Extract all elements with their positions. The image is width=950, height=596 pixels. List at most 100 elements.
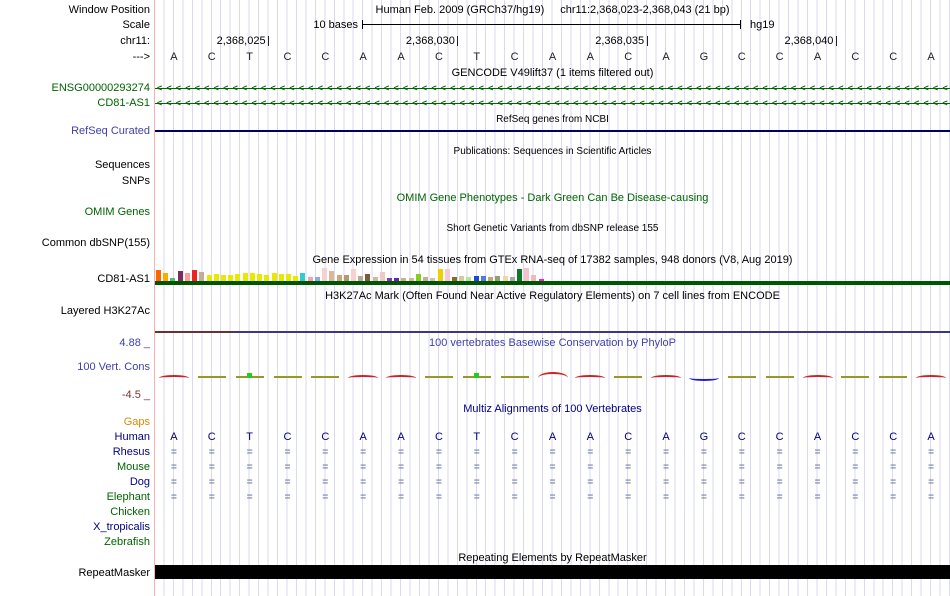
gtex-bar: [444, 269, 450, 281]
track-label-snps[interactable]: SNPs: [121, 175, 150, 187]
align-base-letter: A: [170, 431, 178, 443]
align-equals-mark: =: [701, 492, 707, 503]
align-equals-mark: =: [663, 477, 669, 488]
left-arrow-icon: <: [507, 98, 513, 108]
species-label-rhesus[interactable]: Rhesus: [112, 446, 150, 458]
left-arrow-icon: <: [866, 98, 872, 108]
h3k27ac-signal-region[interactable]: [155, 300, 950, 332]
left-arrow-icon: <: [166, 98, 172, 108]
left-arrow-icon: <: [289, 83, 295, 93]
track-label-gtex-cd81-as1[interactable]: CD81-AS1: [97, 273, 150, 285]
align-base-letter: C: [207, 431, 216, 443]
left-arrow-icon: <: [469, 83, 475, 93]
gtex-bar: [278, 274, 284, 281]
left-arrow-icon: <: [223, 83, 229, 93]
track-label-refseq-curated[interactable]: RefSeq Curated: [71, 125, 150, 137]
left-arrow-icon: <: [488, 98, 494, 108]
left-arrow-icon: <: [781, 98, 787, 108]
left-arrow-icon: <: [497, 98, 503, 108]
left-arrow-icon: <: [507, 83, 513, 93]
align-equals-mark: =: [473, 462, 480, 473]
track-label-100-vert-cons[interactable]: 100 Vert. Cons: [77, 361, 150, 373]
species-label-mouse[interactable]: Mouse: [116, 461, 150, 473]
species-label-dog[interactable]: Dog: [129, 476, 150, 488]
h3k27ac-baseline-navy: [233, 331, 950, 333]
align-base-letter: C: [434, 431, 443, 443]
left-arrow-icon: <: [630, 83, 636, 93]
left-arrow-icon: <: [667, 98, 674, 108]
species-label-x_tropicalis[interactable]: X_tropicalis: [93, 521, 150, 533]
align-equals-mark: =: [738, 492, 745, 503]
refseq-gene-line[interactable]: [155, 130, 950, 132]
left-arrow-icon: <: [535, 83, 541, 93]
gtex-bar: [495, 276, 501, 281]
left-arrow-icon: <: [450, 98, 456, 108]
left-arrow-icon: <: [279, 83, 286, 93]
track-label-gaps[interactable]: Gaps: [123, 416, 150, 428]
left-arrow-icon: <: [298, 98, 305, 108]
left-arrow-icon: <: [327, 98, 333, 108]
left-arrow-icon: <: [601, 98, 607, 108]
left-arrow-icon: <: [260, 83, 267, 93]
align-equals-mark: =: [852, 447, 859, 458]
align-equals-mark: =: [398, 462, 404, 473]
align-equals-mark: =: [208, 492, 215, 503]
left-arrow-icon: <: [525, 98, 532, 108]
gtex-gene-body-line[interactable]: [155, 281, 950, 285]
align-equals-mark: =: [776, 492, 783, 503]
conservation-wiggle-region[interactable]: [155, 345, 950, 395]
gtex-bar: [408, 278, 414, 281]
align-equals-mark: =: [322, 492, 329, 503]
left-arrow-icon: <: [194, 83, 200, 93]
left-arrow-icon: <: [790, 98, 797, 108]
gtex-bar: [235, 274, 241, 281]
align-equals-mark: =: [663, 447, 669, 458]
coordinate-label: 2,368,030: [405, 35, 455, 47]
left-arrow-icon: <: [270, 98, 276, 108]
track-label-cd81-as1-transcript[interactable]: CD81-AS1: [97, 97, 150, 109]
left-arrow-icon: <: [459, 98, 465, 108]
conservation-mark: [916, 375, 947, 378]
coordinate-label: 2,368,040: [784, 35, 834, 47]
align-equals-mark: =: [284, 447, 291, 458]
left-arrow-icon: <: [317, 83, 323, 93]
gtex-bar: [184, 273, 190, 281]
base-letter: A: [813, 51, 822, 63]
gtex-bar: [365, 274, 371, 281]
left-arrow-icon: <: [800, 83, 806, 93]
left-arrow-icon: <: [535, 98, 541, 108]
left-arrow-icon: <: [194, 98, 200, 108]
left-arrow-icon: <: [232, 83, 238, 93]
track-label-omim-genes[interactable]: OMIM Genes: [84, 206, 150, 218]
conservation-mark: [348, 375, 379, 378]
species-label-human[interactable]: Human: [114, 431, 150, 443]
left-arrow-icon: <: [232, 98, 238, 108]
gtex-bar: [437, 269, 443, 281]
left-arrow-icon: <: [516, 98, 522, 108]
align-equals-mark: =: [549, 492, 556, 503]
gtex-bar: [213, 274, 219, 281]
align-equals-mark: =: [587, 492, 594, 503]
species-label-zebrafish[interactable]: Zebrafish: [104, 536, 150, 548]
species-label-elephant[interactable]: Elephant: [106, 491, 150, 503]
left-arrow-icon: <: [412, 83, 418, 93]
gtex-bar: [387, 278, 393, 281]
track-label-common-dbsnp[interactable]: Common dbSNP(155): [41, 237, 150, 249]
species-label-chicken[interactable]: Chicken: [110, 506, 150, 518]
h3k27ac-baseline-maroon: [155, 331, 233, 333]
repeatmasker-element-bar[interactable]: [155, 565, 950, 579]
left-arrow-icon: <: [412, 98, 418, 108]
track-label-ensg-transcript[interactable]: ENSG00000293274: [51, 82, 150, 94]
left-arrow-icon: <: [790, 83, 797, 93]
gtex-bar: [228, 275, 234, 281]
track-label-repeatmasker[interactable]: RepeatMasker: [78, 567, 150, 579]
track-label-layered-h3k27ac[interactable]: Layered H3K27Ac: [60, 305, 150, 317]
left-arrow-icon: <: [393, 98, 399, 108]
left-arrow-icon: <: [724, 83, 730, 93]
track-label-sequences[interactable]: Sequences: [94, 159, 150, 171]
align-equals-mark: =: [890, 447, 897, 458]
align-equals-mark: =: [814, 492, 821, 503]
left-arrow-icon: <: [459, 83, 465, 93]
dbsnp-title: Short Genetic Variants from dbSNP releas…: [446, 223, 659, 234]
